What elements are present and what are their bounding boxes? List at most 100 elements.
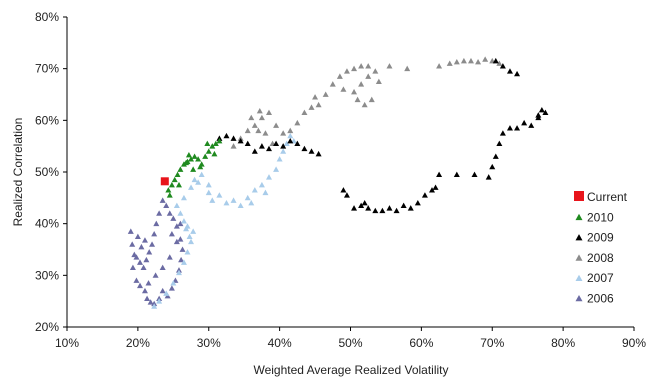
data-point-2006 [177, 236, 184, 242]
data-point-2007 [276, 156, 283, 162]
data-point-2009 [258, 143, 265, 149]
data-point-2007 [173, 202, 180, 208]
data-point-2009 [514, 70, 521, 77]
data-point-2009 [436, 171, 443, 177]
data-point-2010 [190, 166, 197, 172]
data-point-2008 [230, 143, 237, 149]
data-point-2006 [173, 238, 180, 245]
data-point-2009 [294, 140, 301, 146]
axes [66, 17, 634, 328]
data-point-2008 [460, 57, 467, 64]
data-point-2007 [151, 303, 158, 309]
data-point-2007 [198, 171, 205, 177]
series-2006 [127, 197, 186, 307]
data-point-2010 [191, 153, 198, 159]
data-point-2007 [258, 181, 265, 188]
legend-swatch [575, 254, 583, 261]
data-point-2008 [265, 109, 272, 115]
data-point-2006 [163, 202, 170, 208]
legend-label: 2009 [587, 231, 614, 245]
data-point-2006 [129, 241, 136, 247]
data-point-2007 [186, 233, 193, 239]
data-point-2006 [146, 249, 153, 255]
data-point-2009 [535, 112, 542, 118]
data-point-2008 [312, 94, 319, 100]
data-point-2006 [147, 299, 154, 305]
y-tick-label: 30% [35, 268, 59, 282]
data-point-2009 [393, 207, 400, 214]
data-point-2006 [159, 197, 166, 203]
data-point-2007 [209, 197, 216, 203]
data-point-2007 [175, 269, 182, 276]
data-point-2009 [265, 145, 272, 152]
data-point-2008 [280, 130, 287, 136]
data-point-2010 [183, 159, 190, 166]
data-point-2007 [265, 174, 272, 180]
data-point-2009 [499, 63, 506, 69]
data-point-2006 [166, 210, 173, 216]
legend-swatch [575, 234, 583, 241]
data-point-2010 [197, 163, 204, 170]
data-point-2008 [294, 119, 301, 126]
data-point-2008 [315, 101, 322, 108]
data-point-2007 [205, 189, 212, 196]
data-point-2009 [230, 135, 237, 141]
data-point-2006 [137, 259, 144, 265]
legend-item-2008: 2008 [575, 251, 614, 265]
data-point-2009 [379, 207, 386, 214]
data-point-2008 [372, 68, 379, 74]
data-point-2010 [166, 192, 173, 198]
data-point-2008 [358, 81, 365, 87]
y-tick-label: 40% [35, 217, 59, 231]
data-point-2007 [280, 148, 287, 154]
data-point-2006 [149, 241, 156, 247]
data-point-2008 [256, 108, 263, 114]
x-tick-label: 60% [409, 336, 433, 350]
y-axis-title: Realized Correlation [11, 118, 25, 227]
legend-label: 2008 [587, 251, 614, 265]
data-point-2008 [365, 73, 372, 79]
data-point-2009 [514, 125, 521, 131]
data-point-2006 [173, 223, 180, 229]
data-point-2009 [372, 207, 379, 214]
data-point-2006 [127, 228, 134, 234]
data-point-2009 [453, 171, 460, 177]
data-point-2007 [283, 140, 290, 146]
data-point-2006 [133, 254, 140, 260]
data-point-2006 [134, 233, 141, 239]
data-point-2008 [329, 81, 336, 87]
data-point-2008 [287, 127, 294, 134]
data-point-2006 [153, 220, 160, 227]
data-point-2009 [280, 143, 287, 149]
legend-swatch [575, 213, 583, 221]
legend-item-2010: 2010 [575, 210, 614, 224]
data-point-2007 [188, 238, 195, 245]
data-point-2006 [129, 264, 136, 270]
data-point-2009 [492, 57, 499, 64]
data-point-2008 [301, 109, 308, 115]
data-point-2006 [141, 287, 148, 294]
data-point-2006 [159, 264, 166, 270]
data-point-2009 [542, 109, 549, 115]
data-point-2010 [188, 156, 195, 162]
y-tick-label: 20% [35, 320, 59, 334]
x-tick-label: 10% [55, 336, 79, 350]
data-point-2006 [159, 287, 166, 294]
legend-swatch [574, 191, 584, 201]
data-point-2009 [485, 174, 492, 180]
y-tick-label: 80% [35, 10, 59, 24]
data-point-2008 [308, 104, 315, 110]
x-axis-ticks: 10% 20% 30% 40% 50% 60% 70% 80% 90% [55, 327, 646, 350]
data-point-2007 [251, 187, 258, 193]
data-point-2008 [354, 96, 361, 103]
data-point-2007 [237, 202, 244, 208]
data-point-2009 [499, 130, 506, 136]
y-tick-label: 50% [35, 165, 59, 179]
data-point-2007 [262, 189, 269, 196]
data-point-2009 [506, 125, 513, 131]
data-point-2006 [170, 215, 177, 221]
data-point-2007 [180, 259, 187, 265]
legend-label: Current [587, 190, 628, 204]
